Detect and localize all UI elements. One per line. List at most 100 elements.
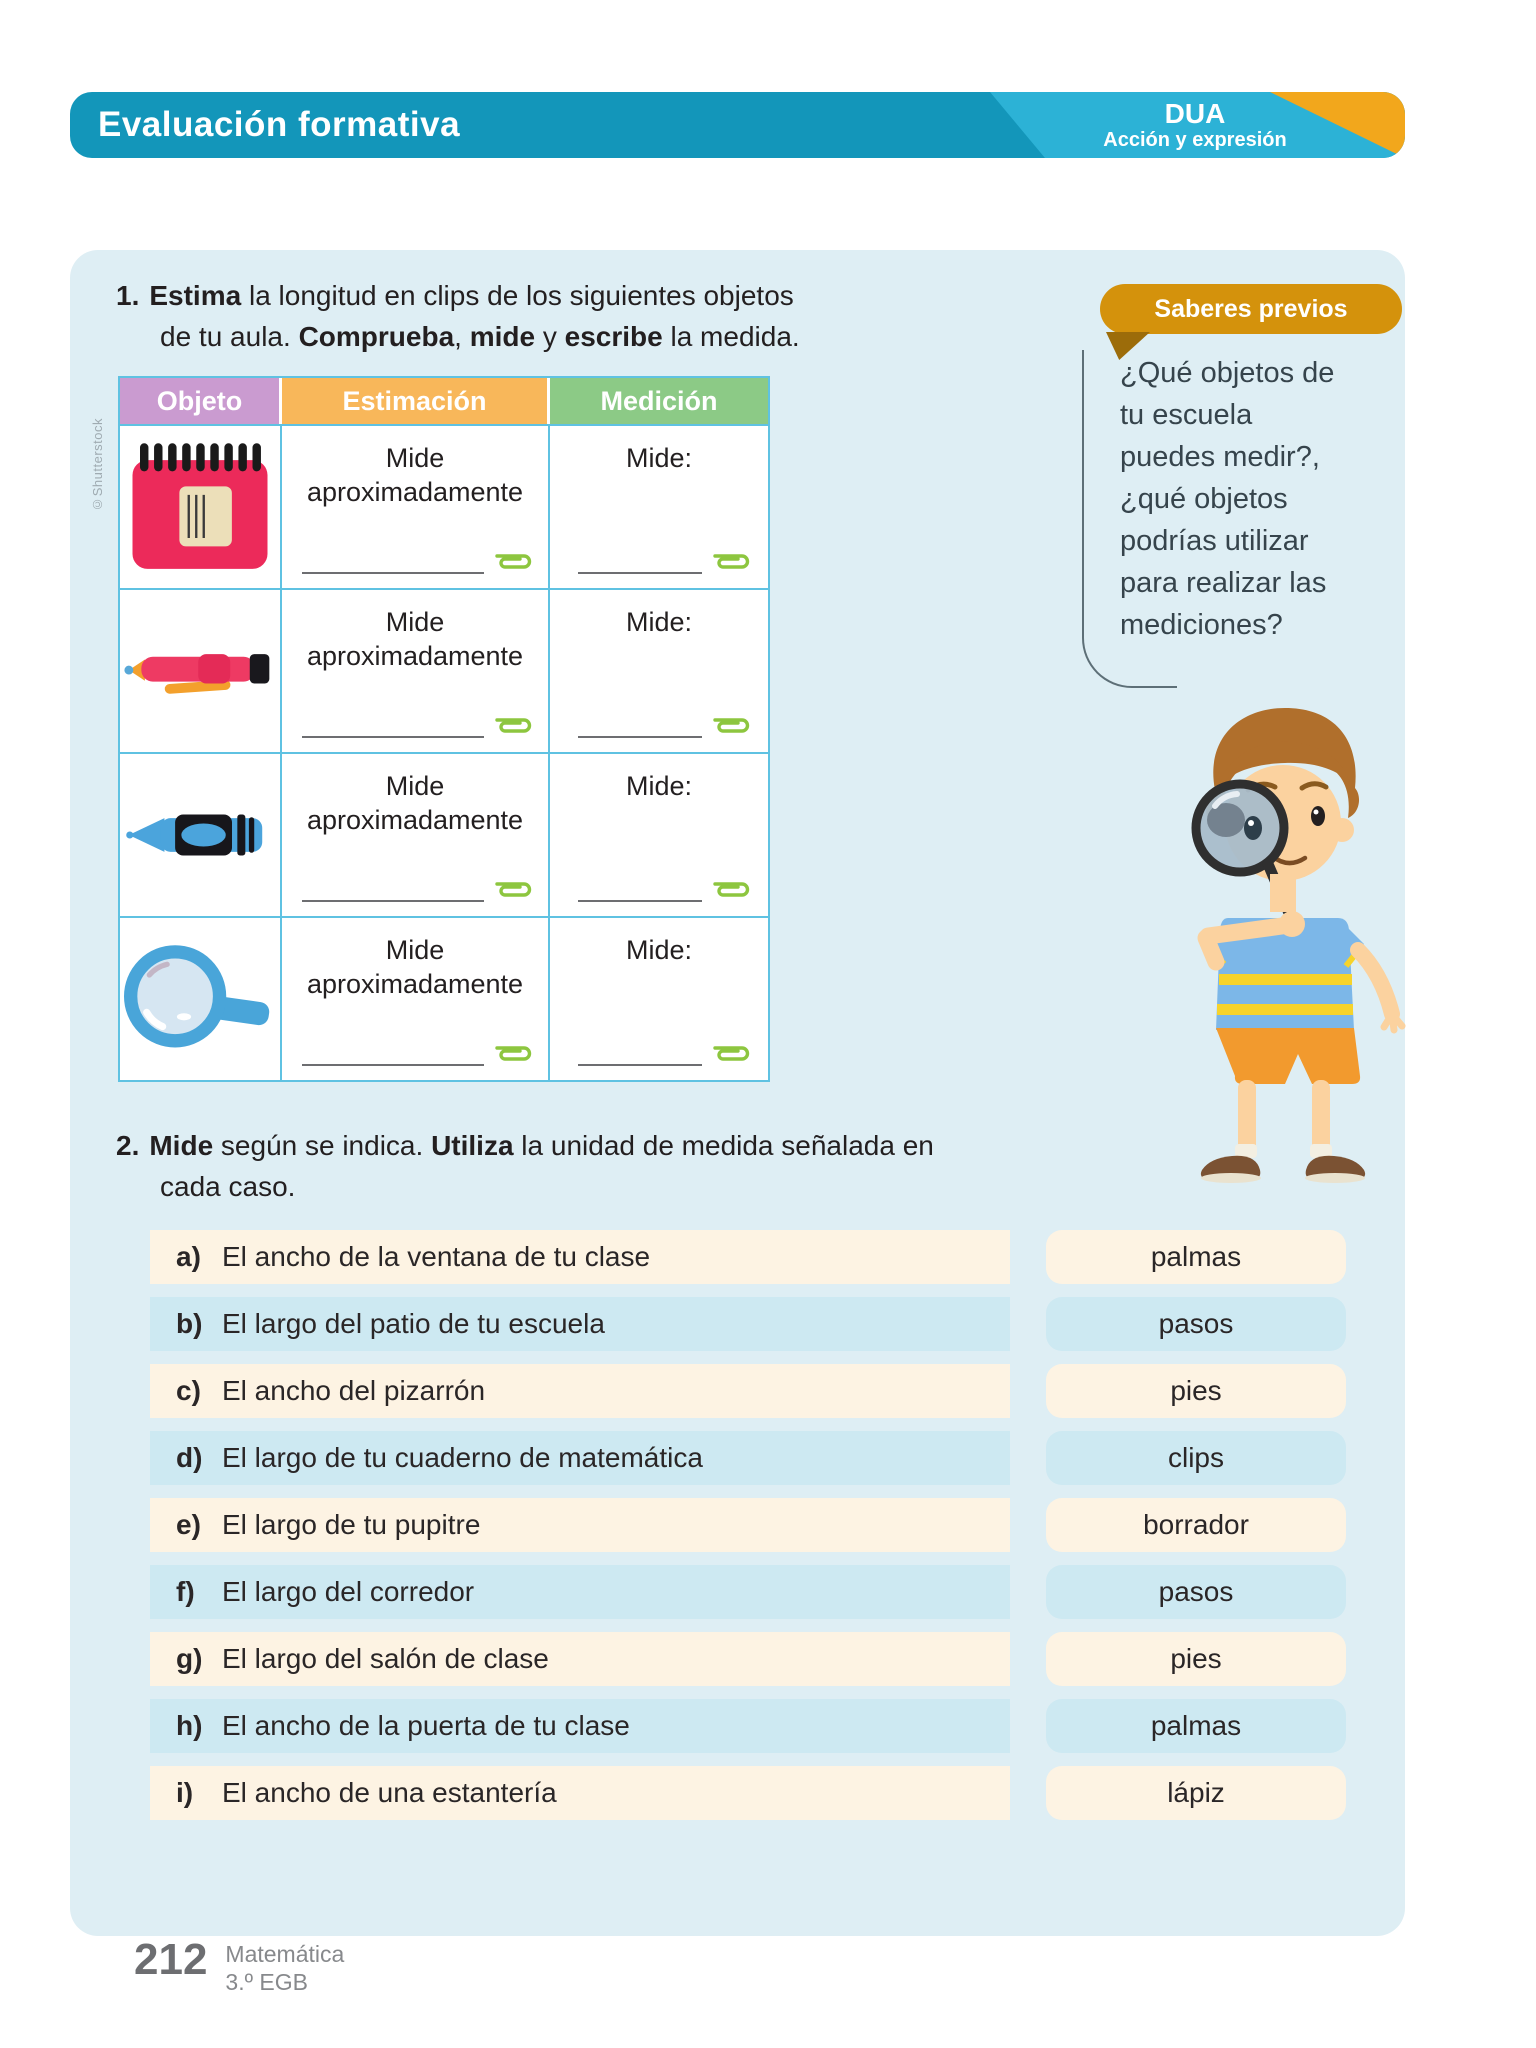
estimation-table: Objeto Estimación Medición <box>118 376 770 1082</box>
answer-blank <box>578 900 702 902</box>
unit-answer-box: palmas <box>1046 1230 1346 1284</box>
measurement-cell: Mide: <box>550 588 768 752</box>
saberes-previos-badge: Saberes previos <box>1100 284 1402 334</box>
dua-subtitle: Acción y expresión <box>1103 129 1287 152</box>
table-row: Mide aproximadamente Mide: <box>120 424 768 588</box>
dua-label-block: DUA Acción y expresión <box>1045 98 1345 152</box>
answer-line-area <box>578 1040 754 1066</box>
list-item: b) El largo del patio de tu escuela pasos <box>150 1297 1346 1351</box>
page-number: 212 <box>134 1935 208 1984</box>
boy-with-magnifier-illustration <box>1120 678 1450 1188</box>
item-text: El largo del corredor <box>222 1576 475 1607</box>
table-row: Mide aproximadamente Mide: <box>120 752 768 916</box>
answer-blank <box>578 736 702 738</box>
estimation-cell: Mide aproximadamente <box>282 752 550 916</box>
header-bar: Evaluación formativa DUA Acción y expres… <box>70 92 1405 158</box>
item-text: El ancho de una estantería <box>222 1777 557 1808</box>
answer-line-area <box>578 712 754 738</box>
item-letter: a) <box>176 1241 201 1272</box>
item-letter: b) <box>176 1308 203 1339</box>
list-item: g) El largo del salón de clase pies <box>150 1632 1346 1686</box>
paperclip-icon <box>708 712 754 738</box>
unit-answer-box: borrador <box>1046 1498 1346 1552</box>
crayon-icon <box>126 814 263 856</box>
measurement-items-list: a) El ancho de la ventana de tu clase pal… <box>150 1230 1346 1833</box>
item-letter: i) <box>176 1777 194 1808</box>
answer-blank <box>302 900 484 902</box>
exercise2-line2: cada caso. <box>160 1170 296 1202</box>
answer-line-area <box>578 876 754 902</box>
notebook-icon <box>132 443 268 569</box>
item-text: El ancho de la puerta de tu clase <box>222 1710 630 1741</box>
table-row: Mide aproximadamente Mide: <box>120 916 768 1080</box>
paperclip-icon <box>708 876 754 902</box>
list-item: h) El ancho de la puerta de tu clase palm… <box>150 1699 1346 1753</box>
image-credit: ©Shutterstock <box>90 418 105 512</box>
answer-line-area <box>302 1040 536 1066</box>
answer-blank <box>578 572 702 574</box>
list-item: c) El ancho del pizarrón pies <box>150 1364 1346 1418</box>
answer-line-area <box>578 548 754 574</box>
item-text: El ancho de la ventana de tu clase <box>222 1241 651 1272</box>
paperclip-icon <box>708 548 754 574</box>
list-item: d) El largo de tu cuaderno de matemática … <box>150 1431 1346 1485</box>
item-letter: c) <box>176 1375 201 1406</box>
measurement-cell: Mide: <box>550 752 768 916</box>
answer-blank <box>302 1064 484 1066</box>
marker-icon <box>124 654 270 694</box>
exercise1-instruction: 1. Estima la longitud en clips de los sig… <box>116 276 876 357</box>
unit-answer-box: lápiz <box>1046 1766 1346 1820</box>
item-letter: f) <box>176 1576 195 1607</box>
item-text: El largo del patio de tu escuela <box>222 1308 605 1339</box>
page-footer: 212 Matemática 3.º EGB <box>134 1938 344 1996</box>
object-cell <box>120 752 282 916</box>
item-letter: h) <box>176 1710 203 1741</box>
unit-answer-box: pasos <box>1046 1565 1346 1619</box>
column-header-estimacion: Estimación <box>282 378 550 424</box>
paperclip-icon <box>490 712 536 738</box>
paperclip-icon <box>490 1040 536 1066</box>
list-item: a) El ancho de la ventana de tu clase pal… <box>150 1230 1346 1284</box>
saberes-previos-bubble: ¿Qué objetos de tu escuela puedes medir?… <box>1082 346 1422 691</box>
paperclip-icon <box>708 1040 754 1066</box>
content-panel: 1. Estima la longitud en clips de los sig… <box>70 250 1406 1936</box>
item-text: El ancho del pizarrón <box>222 1375 486 1406</box>
estimation-cell: Mide aproximadamente <box>282 424 550 588</box>
saberes-question-text: ¿Qué objetos de tu escuela puedes medir?… <box>1120 357 1335 642</box>
item-text: El largo de tu cuaderno de matemática <box>222 1442 703 1473</box>
column-header-medicion: Medición <box>550 378 768 424</box>
paperclip-icon <box>490 548 536 574</box>
magnifier-icon <box>124 945 270 1048</box>
exercise2-number: 2. <box>116 1130 140 1161</box>
dua-label: DUA <box>1164 98 1226 129</box>
answer-blank <box>578 1064 702 1066</box>
unit-answer-box: pies <box>1046 1632 1346 1686</box>
exercise1-number: 1. <box>116 280 140 311</box>
item-text: El largo del salón de clase <box>222 1643 549 1674</box>
list-item: e) El largo de tu pupitre borrador <box>150 1498 1346 1552</box>
item-text: El largo de tu pupitre <box>222 1509 481 1540</box>
unit-answer-box: clips <box>1046 1431 1346 1485</box>
measurement-cell: Mide: <box>550 424 768 588</box>
answer-blank <box>302 736 484 738</box>
measurement-cell: Mide: <box>550 916 768 1080</box>
answer-line-area <box>302 712 536 738</box>
exercise1-line1: 1. Estima la longitud en clips de los sig… <box>116 280 794 311</box>
exercise1-line2: de tu aula. Comprueba, mide y escribe la… <box>160 320 800 352</box>
page-title: Evaluación formativa <box>98 105 461 144</box>
object-cell <box>120 424 282 588</box>
footer-subject-grade: Matemática 3.º EGB <box>225 1938 344 1996</box>
exercise2-instruction: 2. Mide según se indica. Utiliza la unida… <box>116 1126 1096 1207</box>
estimation-cell: Mide aproximadamente <box>282 588 550 752</box>
estimation-cell: Mide aproximadamente <box>282 916 550 1080</box>
boy-illustration-icon <box>1191 708 1406 1183</box>
footer-subject: Matemática <box>225 1941 345 1967</box>
unit-answer-box: pies <box>1046 1364 1346 1418</box>
object-cell <box>120 588 282 752</box>
unit-answer-box: pasos <box>1046 1297 1346 1351</box>
list-item: f) El largo del corredor pasos <box>150 1565 1346 1619</box>
list-item: i) El ancho de una estantería lápiz <box>150 1766 1346 1820</box>
bubble-border-line <box>1082 350 1177 688</box>
table-row: Mide aproximadamente Mide: <box>120 588 768 752</box>
